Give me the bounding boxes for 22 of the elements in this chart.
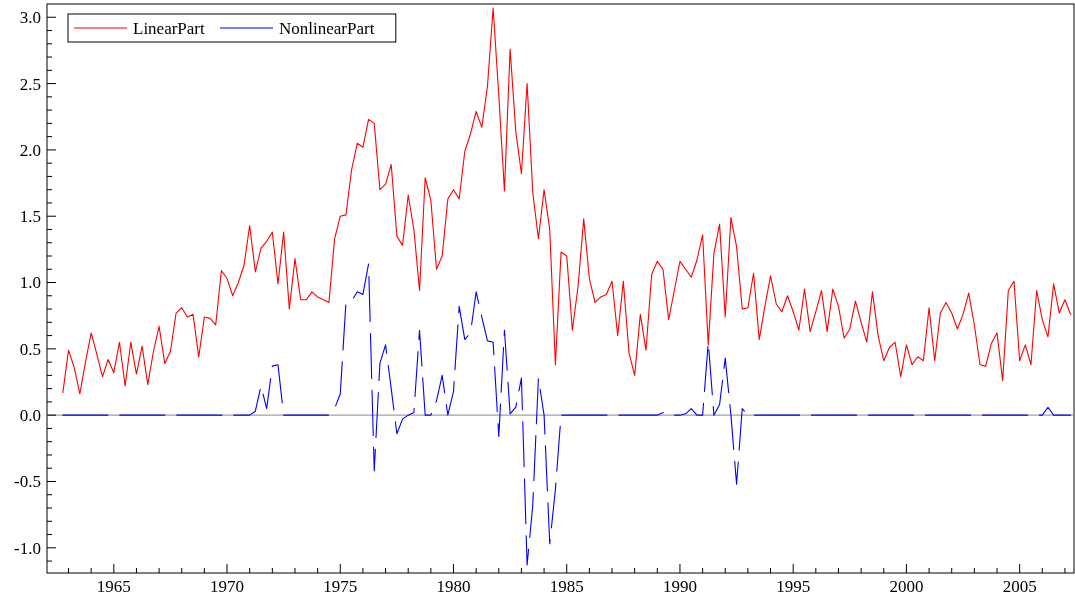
y-tick-label: 2.5: [19, 74, 41, 94]
legend-label: NonlinearPart: [279, 18, 375, 38]
y-tick-label: 0.5: [19, 339, 41, 359]
x-tick-label: 1990: [662, 577, 697, 596]
y-tick-label: -1.0: [14, 538, 41, 558]
x-tick-label: 1985: [549, 577, 584, 596]
y-tick-label: 2.0: [19, 140, 41, 160]
y-tick-label: -0.5: [14, 472, 41, 492]
y-tick-label: 1.0: [19, 273, 41, 293]
x-tick-label: 2005: [1002, 577, 1037, 596]
y-tick-label: 1.5: [19, 207, 41, 227]
y-tick-label: 3.0: [19, 8, 41, 28]
legend-label: LinearPart: [133, 18, 206, 38]
y-tick-label: 0.0: [19, 406, 41, 426]
x-tick-label: 1975: [323, 577, 358, 596]
x-tick-label: 1970: [210, 577, 245, 596]
x-tick-label: 1965: [96, 577, 131, 596]
line-series: [62, 263, 1072, 566]
x-tick-label: 2000: [889, 577, 924, 596]
x-tick-label: 1980: [436, 577, 471, 596]
line-series: [62, 7, 1072, 395]
x-tick-label: 1995: [776, 577, 811, 596]
